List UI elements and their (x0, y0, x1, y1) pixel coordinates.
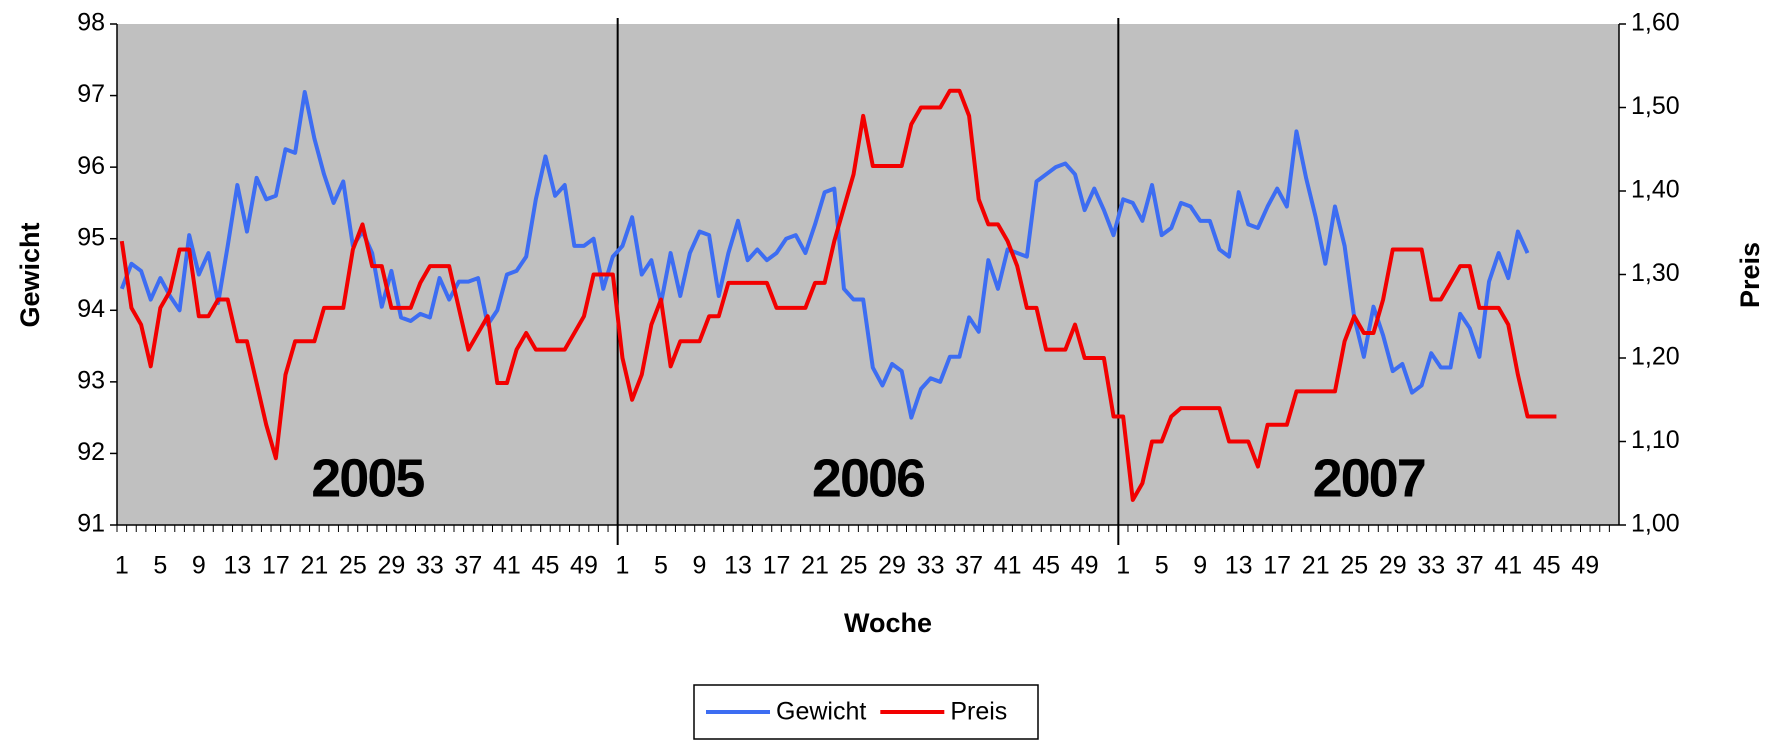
line-series (119, 88, 1557, 502)
y2-tick-label: 1,40 (1631, 176, 1680, 204)
x-tick-label: 21 (300, 552, 328, 580)
x-tick-label: 9 (693, 552, 707, 580)
y-axis-title: Gewicht (15, 222, 45, 327)
x-tick-label: 13 (724, 552, 752, 580)
x-tick-label: 13 (223, 552, 251, 580)
x-tick-label: 45 (1032, 552, 1060, 580)
x-tick-label: 33 (917, 552, 945, 580)
y-tick-label: 97 (77, 80, 105, 108)
x-tick-label: 25 (339, 552, 367, 580)
x-axis-title: Woche (844, 608, 932, 638)
x-tick-label: 21 (1302, 552, 1330, 580)
x-tick-label: 17 (1263, 552, 1291, 580)
x-tick-label: 41 (1494, 552, 1522, 580)
legend-label: Preis (950, 698, 1007, 726)
group-label: 2006 (812, 448, 925, 508)
x-tick-label: 25 (1340, 552, 1368, 580)
y-tick-label: 96 (77, 152, 105, 180)
x-tick-label: 1 (1116, 552, 1130, 580)
x-tick-label: 29 (878, 552, 906, 580)
plot-area (117, 24, 1619, 525)
x-tick-label: 25 (840, 552, 868, 580)
x-tick-label: 5 (654, 552, 668, 580)
y2-axis-title: Preis (1735, 242, 1765, 308)
x-tick-label: 9 (192, 552, 206, 580)
x-tick-label: 17 (262, 552, 290, 580)
x-tick-label: 29 (377, 552, 405, 580)
x-tick-label: 13 (1225, 552, 1253, 580)
y-tick-label: 98 (77, 9, 105, 37)
x-tick-label: 37 (455, 552, 483, 580)
x-tick-label: 5 (1155, 552, 1169, 580)
y-tick-label: 91 (77, 510, 105, 538)
x-tick-label: 9 (1193, 552, 1207, 580)
x-tick-label: 45 (532, 552, 560, 580)
x-tick-label: 1 (115, 552, 129, 580)
y2-tick-label: 1,30 (1631, 259, 1680, 287)
y2-tick-label: 1,60 (1631, 9, 1680, 37)
x-tick-label: 33 (416, 552, 444, 580)
x-tick-label: 45 (1533, 552, 1561, 580)
y2-tick-label: 1,00 (1631, 510, 1680, 538)
y-tick-label: 94 (77, 295, 105, 323)
y-tick-label: 92 (77, 438, 105, 466)
x-tick-label: 49 (1571, 552, 1599, 580)
x-tick-label: 41 (994, 552, 1022, 580)
x-tick-label: 17 (763, 552, 791, 580)
y-tick-label: 95 (77, 223, 105, 251)
y2-tick-label: 1,50 (1631, 92, 1680, 120)
y-tick-label: 93 (77, 366, 105, 394)
x-tick-label: 33 (1417, 552, 1445, 580)
x-tick-label: 37 (955, 552, 983, 580)
x-tick-label: 21 (801, 552, 829, 580)
x-tick-label: 49 (1071, 552, 1099, 580)
x-tick-label: 1 (616, 552, 630, 580)
y2-tick-label: 1,20 (1631, 343, 1680, 371)
x-tick-label: 37 (1456, 552, 1484, 580)
x-tick-label: 29 (1379, 552, 1407, 580)
group-label: 2005 (311, 448, 424, 508)
y2-tick-label: 1,10 (1631, 426, 1680, 454)
legend-label: Gewicht (776, 698, 866, 726)
x-tick-label: 5 (153, 552, 167, 580)
x-tick-label: 49 (570, 552, 598, 580)
group-label: 2007 (1313, 448, 1425, 508)
x-tick-label: 41 (493, 552, 521, 580)
